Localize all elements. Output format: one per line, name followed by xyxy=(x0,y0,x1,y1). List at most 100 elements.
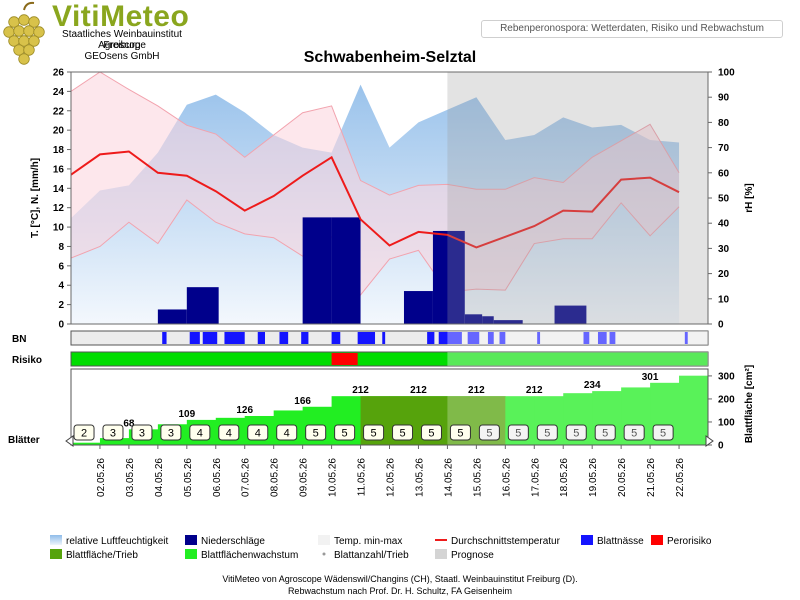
scroll-right-arrow[interactable] xyxy=(705,435,714,447)
leaf-count-box xyxy=(334,424,356,441)
leaf-count-box xyxy=(565,424,587,441)
logo-grapes xyxy=(3,1,45,65)
leaf-count-label: 5 xyxy=(313,428,319,440)
legend-label: Niederschläge xyxy=(201,536,265,547)
legend-swatch xyxy=(322,552,326,556)
y-left-tick-label: 26 xyxy=(53,68,65,79)
leaf-wetness-bar xyxy=(301,332,309,344)
risk-row xyxy=(70,351,709,367)
leaf-count-label: 5 xyxy=(399,428,405,440)
risk-bar xyxy=(331,353,358,365)
leaf-wetness-bar xyxy=(609,332,616,344)
legend-label: Blattanzahl/Trieb xyxy=(334,550,409,561)
legend-label: relative Luftfeuchtigkeit xyxy=(66,536,169,547)
leaf-growth-step xyxy=(679,375,708,445)
footer-line-2: Rebwachstum nach Prof. Dr. H. Schultz, F… xyxy=(287,586,513,596)
x-tick-label: 11.05.26 xyxy=(357,458,368,497)
legend-swatch xyxy=(318,535,330,545)
y-right-axis-label: rH [%] xyxy=(744,183,755,212)
x-tick-label: 02.05.26 xyxy=(96,458,107,497)
grape-berry xyxy=(28,35,40,47)
leaf-count-box xyxy=(189,424,211,441)
x-tick-label: 03.05.26 xyxy=(125,458,136,497)
logo-line-1: Staatliches Weinbauinstitut Freiburg xyxy=(62,29,182,51)
grape-stem xyxy=(23,1,35,11)
leaf-wetness-bar xyxy=(162,332,167,344)
leaf-count-box xyxy=(218,424,240,441)
x-tick-label: 19.05.26 xyxy=(588,458,599,497)
leaf-area-label: 212 xyxy=(410,385,427,396)
leaf-count-box xyxy=(449,424,471,441)
leaf-wetness-bar xyxy=(684,332,688,344)
y-left-tick-label: 18 xyxy=(53,145,65,156)
precip-bar xyxy=(157,309,187,324)
leaf-count-label: 2 xyxy=(81,428,87,440)
legend-swatch xyxy=(581,535,593,545)
temp-min-line xyxy=(71,199,680,296)
x-tick-label: 07.05.26 xyxy=(241,458,252,497)
leaf-count-box xyxy=(363,424,385,441)
leaf-wetness-bar xyxy=(224,332,245,344)
legend-swatch xyxy=(185,549,197,559)
legend-swatch xyxy=(50,535,62,545)
grape-berry xyxy=(33,26,45,38)
y-left-tick-label: 10 xyxy=(53,223,65,234)
y-leaf-tick-label: 100 xyxy=(718,417,735,428)
x-tick-label: 21.05.26 xyxy=(646,458,657,497)
legend-label: Perorisiko xyxy=(667,536,712,547)
leaf-wetness-bar xyxy=(331,332,341,344)
y-left-tick-label: 22 xyxy=(53,106,65,117)
leaf-count-box xyxy=(536,424,558,441)
precip-bar xyxy=(464,314,483,324)
leaf-wetness-bar xyxy=(382,332,386,344)
legend-label: Durchschnittstemperatur xyxy=(451,536,561,547)
logo-line-2: Agroscope xyxy=(98,40,146,51)
grape-berry xyxy=(18,14,30,26)
legend-swatch xyxy=(50,549,62,559)
leaf-area-label: 234 xyxy=(584,380,601,391)
x-tick-label: 16.05.26 xyxy=(501,458,512,497)
x-tick-label: 20.05.26 xyxy=(617,458,628,497)
y-left-tick-label: 20 xyxy=(53,126,65,137)
y-left-tick-label: 2 xyxy=(58,300,64,311)
precip-bar xyxy=(493,320,523,324)
leaf-count-label: 5 xyxy=(602,428,608,440)
leaf-wetness-bar xyxy=(202,332,218,344)
legend-label: Prognose xyxy=(451,550,494,561)
y-leaf-tick-label: 0 xyxy=(718,441,724,452)
leaf-area-label: 109 xyxy=(178,409,195,420)
leaf-count-label: 3 xyxy=(168,428,174,440)
y-right-tick-label: 0 xyxy=(718,320,724,331)
leaf-count-label: 4 xyxy=(197,428,203,440)
scroll-left-arrow[interactable] xyxy=(65,435,74,447)
grape-berry xyxy=(23,44,35,56)
leaf-count-box xyxy=(305,424,327,441)
x-tick-label: 06.05.26 xyxy=(212,458,223,497)
legend-label: Blattnässe xyxy=(597,536,644,547)
x-tick-label: 18.05.26 xyxy=(559,458,570,497)
x-tick-label: 09.05.26 xyxy=(299,458,310,497)
y-left-tick-label: 6 xyxy=(58,261,64,272)
leaf-count-label: 5 xyxy=(428,428,434,440)
precip-bar xyxy=(554,305,587,324)
x-tick-label: 04.05.26 xyxy=(154,458,165,497)
leaf-wetness-bar xyxy=(583,332,590,344)
leaf-count-label: 3 xyxy=(139,428,145,440)
temp-range-band xyxy=(71,72,680,295)
y-right-tick-label: 50 xyxy=(718,194,730,205)
leaf-wetness-bar xyxy=(427,332,435,344)
leaf-count-box xyxy=(652,424,674,441)
leaf-wetness-bar xyxy=(499,332,506,344)
leaf-wetness-bar xyxy=(257,332,265,344)
legend-box xyxy=(43,529,753,567)
y-right-tick-label: 90 xyxy=(718,93,730,104)
x-tick-label: 17.05.26 xyxy=(530,458,541,497)
leaf-count-box xyxy=(507,424,529,441)
y-left-tick-label: 16 xyxy=(53,164,65,175)
y-right-tick-label: 10 xyxy=(718,294,730,305)
precip-bar xyxy=(302,217,332,324)
y-right-tick-label: 80 xyxy=(718,118,730,129)
leaf-area-label: 212 xyxy=(468,385,485,396)
leaf-area-label: 126 xyxy=(236,405,253,416)
